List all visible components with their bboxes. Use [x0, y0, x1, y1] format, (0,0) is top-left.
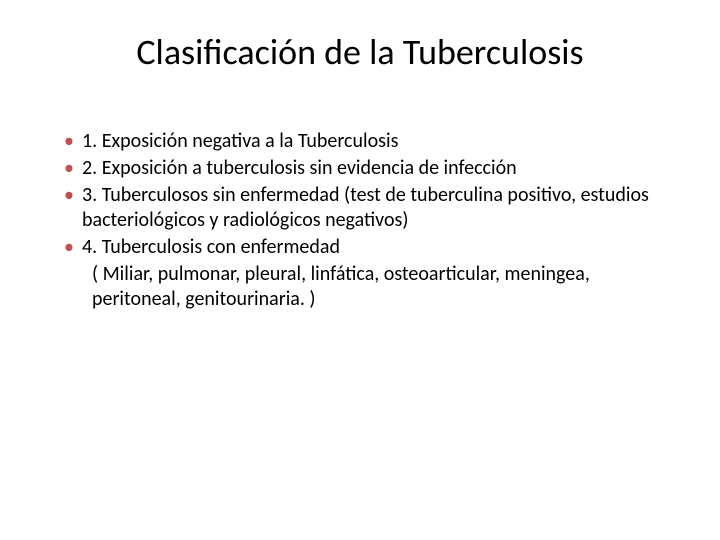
list-item: 1. Exposición negativa a la Tuberculosis [60, 129, 660, 154]
list-item: 4. Tuberculosis con enfermedad [60, 235, 660, 260]
slide-title: Clasificación de la Tuberculosis [60, 30, 660, 74]
list-item: 3. Tuberculosos sin enfermedad (test de … [60, 183, 660, 233]
list-item: 2. Exposición a tuberculosis sin evidenc… [60, 156, 660, 181]
sub-line: ( Miliar, pulmonar, pleural, linfática, … [60, 262, 660, 312]
bullet-list: 1. Exposición negativa a la Tuberculosis… [60, 129, 660, 260]
